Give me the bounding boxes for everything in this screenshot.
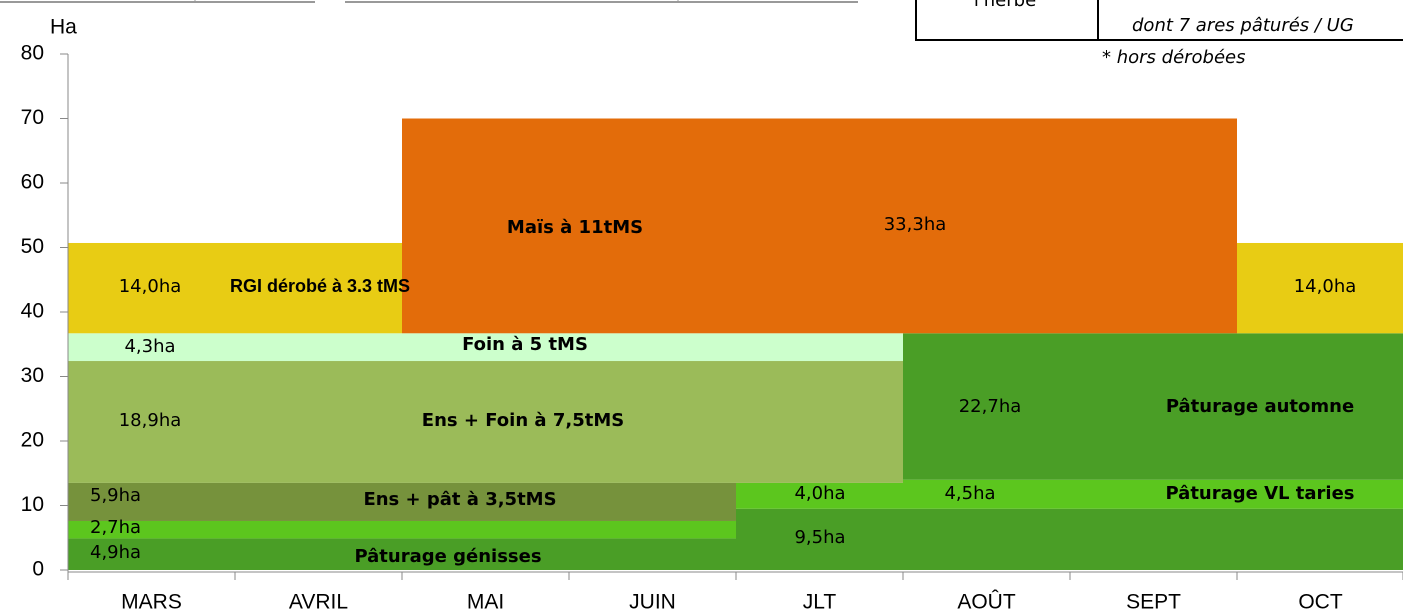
y-tick-label: 80	[21, 42, 44, 65]
block	[402, 118, 1237, 334]
value-label: 4,3ha	[124, 336, 175, 357]
value-label: 22,7ha	[959, 396, 1022, 417]
block	[68, 361, 903, 483]
y-tick-label: 10	[21, 493, 44, 516]
block	[68, 538, 736, 570]
x-tick-label: JLT	[803, 591, 837, 614]
x-tick-label: SEPT	[1126, 591, 1181, 614]
value-label: 2,7ha	[90, 517, 141, 538]
block-name: Foin à 5 tMS	[462, 334, 588, 355]
block	[736, 482, 903, 509]
table-row-note: dont 7 ares pâturés / UG	[1132, 15, 1354, 36]
table-row-label: l'herbe	[974, 0, 1036, 11]
value-label: 14,0ha	[119, 276, 182, 297]
value-label: 4,0ha	[794, 483, 845, 504]
x-tick-label: MAI	[467, 591, 504, 614]
footnote: * hors dérobées	[1102, 47, 1246, 68]
value-label: 9,5ha	[794, 527, 845, 548]
block	[68, 520, 736, 539]
block-name: Ens + Foin à 7,5tMS	[422, 410, 624, 431]
y-tick-label: 50	[21, 235, 44, 258]
y-tick-label: 60	[21, 171, 44, 194]
y-axis-label: Ha	[50, 16, 77, 39]
x-tick-label: AVRIL	[289, 591, 348, 614]
block-name: RGI dérobé à 3.3 tMS	[230, 276, 410, 296]
y-tick-label: 40	[21, 300, 44, 323]
block	[68, 242, 402, 334]
y-tick-label: 30	[21, 364, 44, 387]
y-tick-label: 0	[32, 558, 44, 581]
x-tick-label: OCT	[1298, 591, 1343, 614]
block	[68, 482, 736, 521]
block-name: Pâturage automne	[1166, 396, 1354, 417]
block-name: Pâturage VL taries	[1165, 483, 1354, 504]
y-tick-label: 20	[21, 429, 44, 452]
value-label: 4,9ha	[90, 542, 141, 563]
table-box	[915, 0, 1403, 41]
block-name: Maïs à 11tMS	[507, 217, 643, 238]
x-tick-label: AOÛT	[957, 591, 1016, 614]
y-tick-label: 70	[21, 106, 44, 129]
x-tick-label: JUIN	[629, 591, 676, 614]
block	[1237, 242, 1403, 334]
block-name: Pâturage génisses	[354, 546, 541, 567]
value-label: 18,9ha	[119, 410, 182, 431]
x-tick-label: MARS	[121, 591, 182, 614]
block-name: Ens + pât à 3,5tMS	[363, 489, 556, 510]
value-label: 33,3ha	[884, 214, 947, 235]
block	[736, 508, 1403, 570]
value-label: 5,9ha	[90, 485, 141, 506]
value-label: 14,0ha	[1294, 276, 1357, 297]
block	[903, 333, 1403, 480]
block	[68, 333, 903, 362]
block	[903, 479, 1403, 509]
value-label: 4,5ha	[944, 483, 995, 504]
